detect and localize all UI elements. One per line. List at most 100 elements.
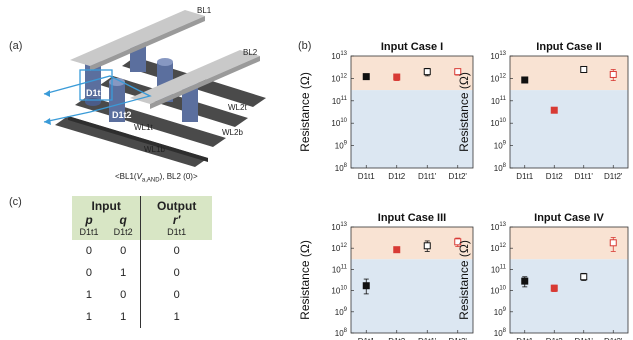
table-row: 0 0 0 <box>72 240 212 262</box>
y-axis-label: Resistance (Ω) <box>298 72 312 152</box>
panel-label-c: (c) <box>9 196 22 208</box>
data-point <box>580 65 588 73</box>
high-resistance-band <box>351 227 473 260</box>
y-tick-label: 1012 <box>331 73 347 83</box>
x-tick-label: D1t2' <box>604 337 623 340</box>
y-axis-label: Resistance (Ω) <box>298 240 312 320</box>
x-tick-label: D1t2' <box>449 172 468 181</box>
x-tick-label: D1t2' <box>449 337 468 340</box>
plot-frame <box>350 226 474 334</box>
truth-table: Input Output p q r′ D1t1 D1t2 D1t1 0 0 0… <box>72 196 212 328</box>
data-point <box>550 106 558 114</box>
device-col-2: D1t2 <box>113 227 133 237</box>
x-tick-label: D1t2 <box>388 337 405 340</box>
y-tick-label: 1010 <box>490 286 506 296</box>
y-tick-label: 1012 <box>490 243 506 253</box>
data-point <box>550 284 558 292</box>
label-bl2: BL2 <box>243 48 258 57</box>
table-row: 0 1 0 <box>72 262 212 284</box>
label-wl1b: WL1b <box>144 145 165 154</box>
y-tick-label: 1012 <box>490 73 506 83</box>
table-cell: 0 <box>120 245 127 257</box>
y-tick-label: 108 <box>335 163 348 173</box>
x-tick-label: D1t2 <box>546 337 563 340</box>
table-cell: 0 <box>140 240 212 262</box>
chart-title: Input Case III <box>378 212 446 224</box>
y-tick-label: 108 <box>494 163 507 173</box>
device-col-3: D1t1 <box>140 227 212 240</box>
y-axis-label: Resistance (Ω) <box>457 72 471 152</box>
label-wl2t: WL2t <box>228 103 247 112</box>
x-tick-label: D1t2 <box>546 172 563 181</box>
var-r: r′ <box>140 213 212 227</box>
input-header: Input <box>91 199 121 213</box>
low-resistance-band <box>351 259 473 333</box>
y-axis-label: Resistance (Ω) <box>457 240 471 320</box>
y-tick-label: 1011 <box>332 96 348 106</box>
label-d1t2: D1t2 <box>112 110 132 120</box>
data-point <box>423 242 431 250</box>
data-point <box>521 76 529 84</box>
label-bl1: BL1 <box>197 6 212 15</box>
chart-title: Input Case I <box>381 41 443 53</box>
low-resistance-band <box>510 90 628 168</box>
x-tick-label: D1t2' <box>604 172 623 181</box>
x-tick-label: D1t1' <box>418 172 437 181</box>
y-tick-label: 1012 <box>331 243 347 253</box>
label-wl2b: WL2b <box>222 128 243 137</box>
y-tick-label: 108 <box>494 328 507 338</box>
table-row: 1 1 1 <box>72 306 212 328</box>
table-cell: 1 <box>120 311 127 323</box>
table-cell: 1 <box>85 289 93 301</box>
high-resistance-band <box>510 227 628 260</box>
y-tick-label: 1013 <box>490 222 506 232</box>
high-resistance-band <box>510 56 628 91</box>
y-tick-label: 1010 <box>331 118 347 128</box>
data-point <box>362 282 370 290</box>
x-tick-label: D1t2 <box>388 172 405 181</box>
table-cell: 1 <box>85 311 93 323</box>
x-tick-label: D1t1 <box>358 337 375 340</box>
y-tick-label: 109 <box>494 307 507 317</box>
x-tick-label: D1t1' <box>418 337 437 340</box>
high-resistance-band <box>351 56 473 91</box>
panel-label-b: (b) <box>298 40 312 52</box>
table-row: 1 0 0 <box>72 284 212 306</box>
data-point <box>362 73 370 81</box>
bit-line-bars <box>70 10 260 109</box>
device-col-1: D1t1 <box>79 227 99 237</box>
table-cell: 0 <box>85 267 93 279</box>
data-point <box>609 239 617 247</box>
current-arrows <box>43 69 152 125</box>
data-point <box>393 73 401 81</box>
y-tick-label: 1011 <box>491 264 507 274</box>
y-tick-label: 1013 <box>331 222 347 232</box>
plot-frame <box>509 226 629 334</box>
panel-label-a: (a) <box>9 40 23 52</box>
y-tick-label: 1011 <box>332 264 348 274</box>
table-cell: 0 <box>85 245 93 257</box>
plot-frame <box>350 55 474 169</box>
data-point <box>423 68 431 76</box>
low-resistance-band <box>351 90 473 168</box>
label-d1t1: D1t1 <box>86 88 106 98</box>
y-tick-label: 1010 <box>490 118 506 128</box>
data-point <box>580 273 588 281</box>
plot-frame <box>509 55 629 169</box>
chart-title: Input Case II <box>536 41 601 53</box>
data-point <box>609 70 617 78</box>
table-cell: 0 <box>120 289 127 301</box>
schematic-caption: <BL1(Va,AND), BL2 (0)> <box>115 172 198 184</box>
low-resistance-band <box>510 259 628 333</box>
table-cell: 0 <box>140 284 212 306</box>
var-p: p <box>85 213 93 227</box>
y-tick-label: 1013 <box>490 51 506 61</box>
y-tick-label: 1011 <box>491 96 507 106</box>
y-tick-label: 108 <box>335 328 348 338</box>
table-cell: 1 <box>140 306 212 328</box>
y-tick-label: 109 <box>335 141 348 151</box>
y-tick-label: 1013 <box>331 51 347 61</box>
y-tick-label: 109 <box>494 141 507 151</box>
y-tick-label: 1010 <box>331 286 347 296</box>
